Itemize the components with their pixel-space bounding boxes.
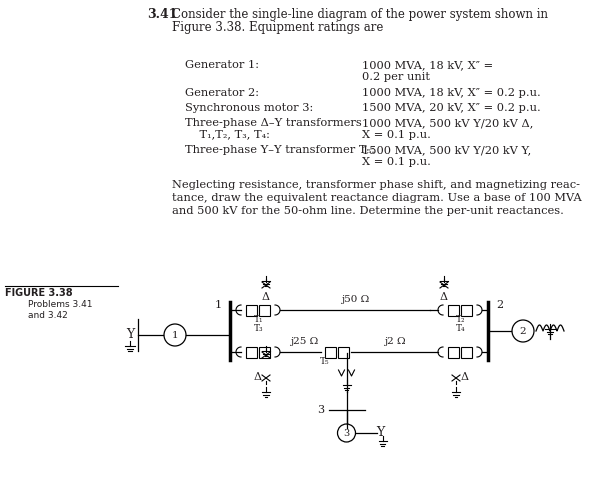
Text: Generator 2:: Generator 2: (185, 88, 259, 98)
Text: Δ: Δ (262, 292, 270, 302)
Text: Three-phase Δ–Y transformers
    T₁,T₂, T₃, T₄:: Three-phase Δ–Y transformers T₁,T₂, T₃, … (185, 118, 362, 140)
Text: Δ: Δ (440, 292, 448, 302)
Bar (246, 305, 257, 316)
Text: 3: 3 (317, 405, 325, 415)
Text: Δ: Δ (461, 372, 469, 382)
Text: 1000 MVA, 18 kV, X″ = 0.2 p.u.: 1000 MVA, 18 kV, X″ = 0.2 p.u. (362, 88, 541, 98)
Text: Y: Y (377, 427, 385, 440)
Text: Generator 1:: Generator 1: (185, 60, 259, 70)
Text: T₃: T₃ (254, 324, 263, 333)
Text: Synchronous motor 3:: Synchronous motor 3: (185, 103, 313, 113)
Text: T₅: T₅ (320, 357, 330, 366)
Text: 1000 MVA, 500 kV Y/20 kV Δ,
X = 0.1 p.u.: 1000 MVA, 500 kV Y/20 kV Δ, X = 0.1 p.u. (362, 118, 533, 140)
Text: 1500 MVA, 500 kV Y/20 kV Y,
X = 0.1 p.u.: 1500 MVA, 500 kV Y/20 kV Y, X = 0.1 p.u. (362, 145, 531, 166)
Text: Δ: Δ (254, 372, 262, 382)
Text: Y: Y (126, 328, 134, 342)
Text: tance, draw the equivalent reactance diagram. Use a base of 100 MVA: tance, draw the equivalent reactance dia… (172, 193, 582, 203)
Text: j50 Ω: j50 Ω (341, 295, 369, 304)
Text: 1500 MVA, 20 kV, X″ = 0.2 p.u.: 1500 MVA, 20 kV, X″ = 0.2 p.u. (362, 103, 541, 113)
Bar (338, 346, 349, 358)
Text: and 3.42: and 3.42 (28, 311, 68, 320)
Text: T₄: T₄ (456, 324, 466, 333)
Text: 3: 3 (343, 428, 350, 438)
Bar (325, 346, 336, 358)
Text: 2: 2 (520, 326, 526, 336)
Text: Figure 3.38. Equipment ratings are: Figure 3.38. Equipment ratings are (172, 21, 383, 34)
Text: T₂: T₂ (456, 315, 466, 324)
Bar (448, 305, 459, 316)
Text: 1: 1 (172, 330, 178, 340)
Text: Problems 3.41: Problems 3.41 (28, 300, 92, 309)
Text: and 500 kV for the 50-ohm line. Determine the per-unit reactances.: and 500 kV for the 50-ohm line. Determin… (172, 206, 564, 216)
Text: Consider the single-line diagram of the power system shown in: Consider the single-line diagram of the … (172, 8, 548, 21)
Text: FIGURE 3.38: FIGURE 3.38 (5, 288, 73, 298)
Bar (246, 346, 257, 358)
Text: j2 Ω: j2 Ω (383, 337, 406, 346)
Text: Three-phase Y–Y transformer T₅:: Three-phase Y–Y transformer T₅: (185, 145, 375, 155)
Text: j25 Ω: j25 Ω (290, 337, 319, 346)
Text: T₁: T₁ (254, 315, 263, 324)
Bar (259, 305, 270, 316)
Text: 3.41: 3.41 (147, 8, 178, 21)
Text: 2: 2 (496, 300, 503, 310)
Text: 1: 1 (214, 300, 221, 310)
Bar (448, 346, 459, 358)
Bar (461, 305, 472, 316)
Bar (259, 346, 270, 358)
Bar (461, 346, 472, 358)
Text: Neglecting resistance, transformer phase shift, and magnetizing reac-: Neglecting resistance, transformer phase… (172, 180, 580, 190)
Text: 1000 MVA, 18 kV, X″ =
0.2 per unit: 1000 MVA, 18 kV, X″ = 0.2 per unit (362, 60, 493, 81)
